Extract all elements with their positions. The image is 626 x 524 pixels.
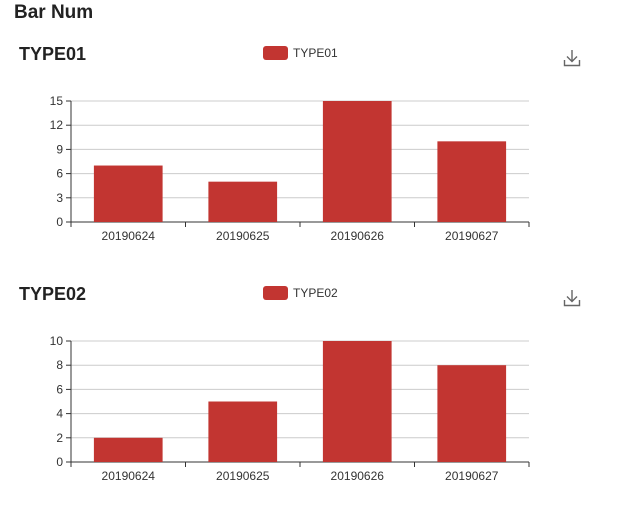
page-title: Bar Num xyxy=(14,2,94,23)
bar-chart-type01: 0 3 6 9 12 15 20190624 20190625 20190626 20190627 xyxy=(50,94,530,243)
bar[interactable] xyxy=(208,401,278,463)
y-tick-label: 6 xyxy=(56,167,63,181)
x-tick-label: 20190624 xyxy=(102,229,156,243)
y-tick-label: 12 xyxy=(50,118,64,132)
legend-label: TYPE02 xyxy=(293,286,338,300)
download-icon xyxy=(563,290,581,307)
chart-panel-type01: 0 3 6 9 12 15 20190624 20190625 20190626 20190627… xyxy=(0,44,626,284)
download-button[interactable] xyxy=(562,48,582,68)
legend[interactable]: TYPE02 xyxy=(263,286,338,300)
x-tick-label: 20190624 xyxy=(102,469,156,483)
y-tick-label: 9 xyxy=(56,142,63,156)
y-tick-label: 8 xyxy=(56,358,63,372)
x-tick-label: 20190625 xyxy=(216,469,270,483)
download-icon xyxy=(563,50,581,67)
y-tick-label: 15 xyxy=(50,94,64,108)
bar[interactable] xyxy=(437,141,507,222)
y-tick-label: 0 xyxy=(56,455,63,469)
chart-title: TYPE01 xyxy=(19,44,87,64)
legend[interactable]: TYPE01 xyxy=(263,46,338,60)
bar[interactable] xyxy=(93,165,163,222)
bar[interactable] xyxy=(208,181,278,222)
y-tick-label: 3 xyxy=(56,191,63,205)
y-tick-label: 6 xyxy=(56,382,63,396)
legend-swatch xyxy=(263,46,288,60)
bar[interactable] xyxy=(93,437,163,462)
x-tick-label: 20190626 xyxy=(331,229,385,243)
chart-panel-type02: 0 2 4 6 8 10 20190624 20190625 20190626 20190627 … xyxy=(0,284,626,524)
bar-chart-type02: 0 2 4 6 8 10 20190624 20190625 20190626 20190627 xyxy=(50,334,530,483)
y-tick-label: 4 xyxy=(56,407,63,421)
download-button[interactable] xyxy=(562,288,582,308)
legend-label: TYPE01 xyxy=(293,46,338,60)
y-tick-label: 0 xyxy=(56,215,63,229)
y-tick-label: 2 xyxy=(56,431,63,445)
bar[interactable] xyxy=(322,101,392,222)
bar[interactable] xyxy=(437,365,507,462)
chart-title: TYPE02 xyxy=(19,284,87,304)
bar[interactable] xyxy=(322,341,392,462)
x-tick-label: 20190627 xyxy=(445,469,499,483)
x-tick-label: 20190627 xyxy=(445,229,499,243)
legend-swatch xyxy=(263,286,288,300)
y-tick-label: 10 xyxy=(50,334,64,348)
x-tick-label: 20190626 xyxy=(331,469,385,483)
x-tick-label: 20190625 xyxy=(216,229,270,243)
